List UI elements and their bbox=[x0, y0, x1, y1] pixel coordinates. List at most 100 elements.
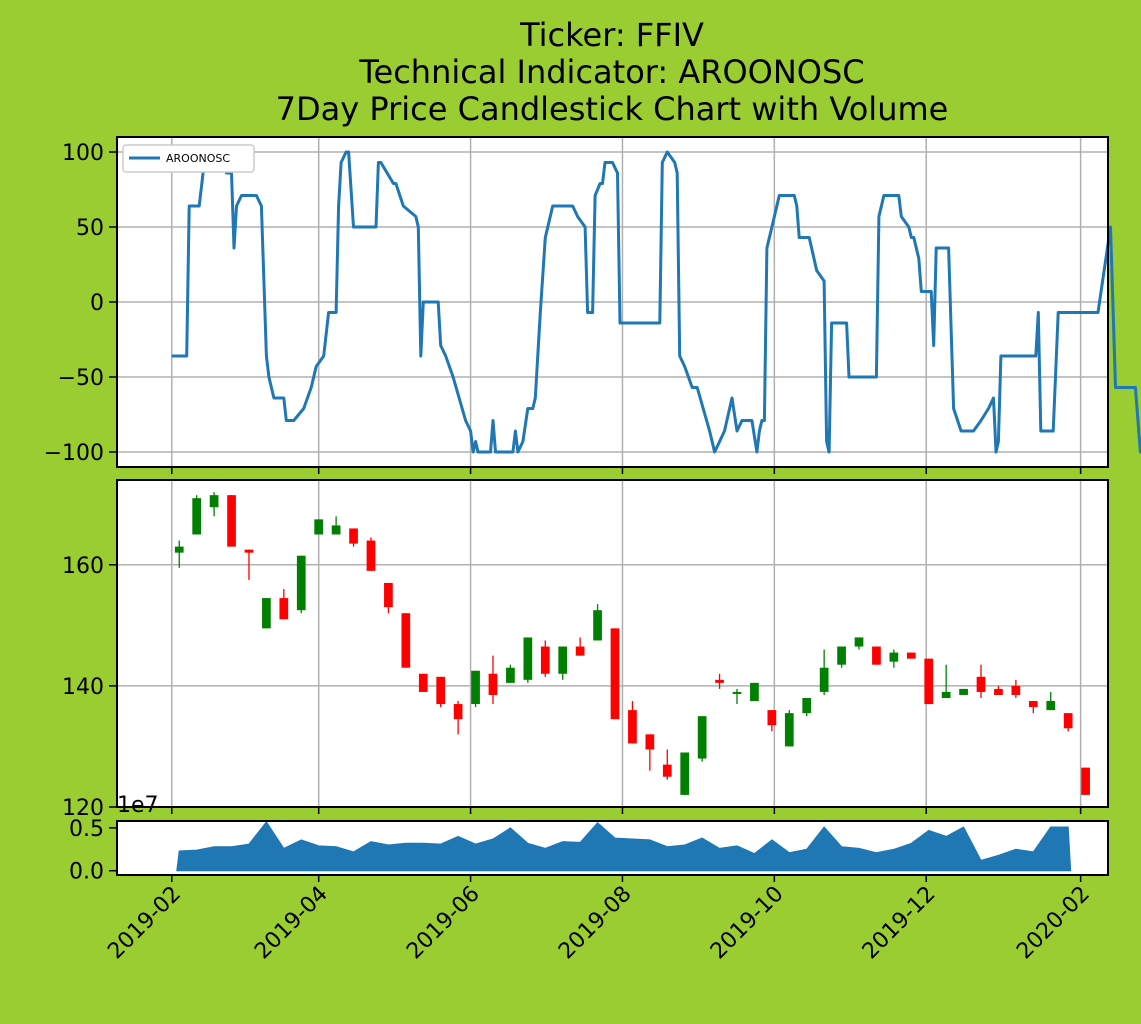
panel-line: AROONOSC 100 50 0 −50 −100 bbox=[44, 137, 1141, 474]
candle-42 bbox=[907, 653, 916, 659]
candle-body bbox=[837, 647, 846, 665]
candle-30 bbox=[698, 716, 707, 761]
candle-body bbox=[890, 653, 899, 662]
candle-5 bbox=[262, 598, 271, 628]
candle-body bbox=[471, 671, 480, 704]
candle-25 bbox=[611, 628, 620, 719]
candle-body bbox=[314, 519, 323, 534]
candle-20 bbox=[523, 637, 532, 682]
y-tick-label: 50 bbox=[76, 216, 104, 241]
legend-label: AROONOSC bbox=[166, 152, 230, 165]
y-tick-label: 0 bbox=[90, 291, 104, 316]
candle-body bbox=[959, 689, 968, 695]
candle-14 bbox=[419, 674, 428, 692]
volume-offset-label: 1e7 bbox=[117, 793, 159, 818]
y-tick-label: −50 bbox=[58, 366, 104, 391]
candle-3 bbox=[227, 495, 236, 546]
x-axis-labels: 2019-02 2019-04 2019-06 2019-08 2019-10 2019-… bbox=[103, 882, 1095, 965]
candle-body bbox=[698, 716, 707, 758]
candle-body bbox=[645, 734, 654, 749]
y-tick-label: 100 bbox=[62, 141, 104, 166]
x-tick-label: 2019-06 bbox=[402, 882, 485, 965]
candle-52 bbox=[1081, 768, 1090, 795]
candle-body bbox=[977, 677, 986, 692]
candle-7 bbox=[297, 556, 306, 614]
candle-body bbox=[663, 765, 672, 777]
candle-body bbox=[1046, 701, 1055, 710]
y-tick-label: 0.0 bbox=[69, 860, 104, 885]
candle-body bbox=[1029, 701, 1038, 707]
candle-33 bbox=[750, 683, 759, 701]
x-tick-label: 2019-10 bbox=[706, 882, 789, 965]
candle-body bbox=[1012, 686, 1021, 695]
candle-body bbox=[523, 637, 532, 679]
candle-body bbox=[872, 647, 881, 665]
candle-body bbox=[611, 628, 620, 719]
candle-body bbox=[349, 528, 358, 543]
candle-13 bbox=[401, 613, 410, 668]
candle-body bbox=[279, 598, 288, 619]
candle-body bbox=[1081, 768, 1090, 795]
candle-body bbox=[767, 710, 776, 725]
candle-body bbox=[175, 547, 184, 553]
candle-11 bbox=[367, 538, 376, 571]
x-tick-label: 2019-02 bbox=[103, 882, 186, 965]
chart-title: Ticker: FFIV Technical Indicator: AROONO… bbox=[276, 16, 949, 128]
candle-body bbox=[436, 677, 445, 704]
candle-body bbox=[210, 495, 219, 507]
candle-29 bbox=[680, 753, 689, 795]
x-tick-label: 2020-02 bbox=[1012, 882, 1095, 965]
candle-body bbox=[855, 637, 864, 646]
candle-body bbox=[489, 674, 498, 695]
x-tick-label: 2019-04 bbox=[250, 882, 333, 965]
x-tick-label: 2019-08 bbox=[554, 882, 637, 965]
candle-body bbox=[942, 692, 951, 698]
candle-body bbox=[907, 653, 916, 659]
candle-body bbox=[1064, 713, 1073, 728]
candle-43 bbox=[924, 659, 933, 704]
candle-1 bbox=[192, 495, 201, 534]
candle-body bbox=[785, 713, 794, 746]
legend: AROONOSC bbox=[123, 145, 254, 172]
y-tick-label: 160 bbox=[62, 554, 104, 579]
candle-body bbox=[733, 692, 742, 694]
candle-body bbox=[454, 704, 463, 719]
title-line-3: 7Day Price Candlestick Chart with Volume bbox=[276, 90, 949, 128]
candle-8 bbox=[314, 519, 323, 534]
x-tick-label: 2019-12 bbox=[858, 882, 941, 965]
candle-body bbox=[262, 598, 271, 628]
candle-body bbox=[750, 683, 759, 701]
candle-body bbox=[332, 525, 341, 534]
candle-body bbox=[192, 498, 201, 534]
candle-40 bbox=[872, 647, 881, 665]
title-line-1: Ticker: FFIV bbox=[519, 16, 704, 54]
candle-body bbox=[593, 610, 602, 640]
candle-body bbox=[245, 550, 254, 553]
candle-body bbox=[419, 674, 428, 692]
y-tick-label: −100 bbox=[44, 441, 104, 466]
candle-body bbox=[994, 689, 1003, 695]
candle-body bbox=[820, 668, 829, 692]
candle-body bbox=[367, 541, 376, 571]
candle-body bbox=[541, 647, 550, 674]
candle-body bbox=[227, 495, 236, 546]
y-tick-label: 140 bbox=[62, 675, 104, 700]
candle-body bbox=[506, 668, 515, 683]
candle-body bbox=[384, 583, 393, 607]
candle-15 bbox=[436, 677, 445, 707]
candle-17 bbox=[471, 671, 480, 707]
candle-body bbox=[558, 647, 567, 674]
candle-38 bbox=[837, 647, 846, 668]
candle-body bbox=[802, 698, 811, 713]
candle-body bbox=[401, 613, 410, 668]
candle-35 bbox=[785, 710, 794, 746]
candle-body bbox=[297, 556, 306, 611]
y-tick-label: 0.5 bbox=[69, 817, 104, 842]
candle-body bbox=[924, 659, 933, 704]
candle-body bbox=[576, 647, 585, 656]
candle-body bbox=[680, 753, 689, 795]
candle-45 bbox=[959, 689, 968, 695]
